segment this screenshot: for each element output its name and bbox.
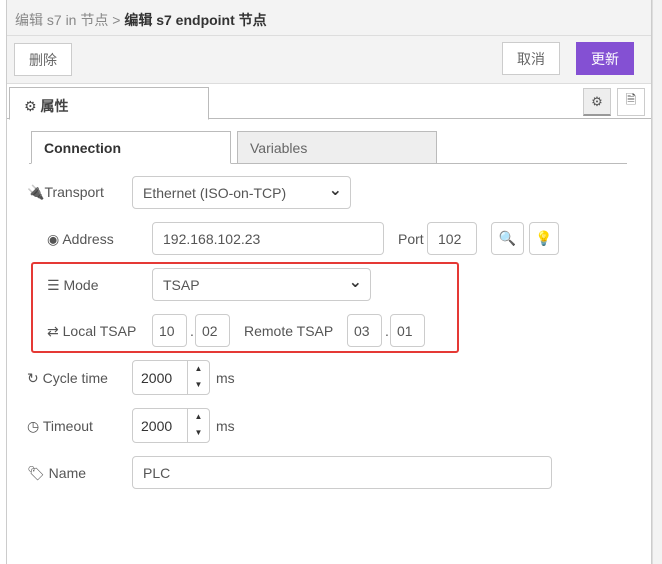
- address-label: ◉ Address: [47, 231, 114, 247]
- toolbar: 删除 取消 更新: [7, 36, 651, 84]
- mode-label: ☰ Mode: [47, 277, 99, 293]
- cycle-unit: ms: [216, 370, 235, 386]
- scrollbar[interactable]: [652, 0, 662, 564]
- port-input[interactable]: 102: [427, 222, 477, 255]
- remote-tsap-2[interactable]: 01: [390, 314, 425, 347]
- description-doc-icon[interactable]: 🗎: [617, 88, 645, 116]
- highlight-box: [31, 262, 459, 353]
- name-input[interactable]: PLC: [132, 456, 552, 489]
- subtabs: Connection Variables: [29, 131, 627, 164]
- exchange-icon: ⇄: [47, 323, 59, 339]
- tab-properties-label: 属性: [40, 98, 69, 114]
- breadcrumb-current: 编辑 s7 endpoint 节点: [124, 12, 267, 28]
- gear-icon: ⚙: [24, 98, 37, 114]
- tag-icon: 🏷: [27, 465, 45, 481]
- sliders-icon: ☰: [47, 277, 60, 293]
- breadcrumb-parent[interactable]: 编辑 s7 in 节点: [15, 12, 109, 28]
- tab-connection[interactable]: Connection: [31, 131, 231, 164]
- transport-select[interactable]: Ethernet (ISO-on-TCP): [132, 176, 351, 209]
- timeout-unit: ms: [216, 418, 235, 434]
- breadcrumb: 编辑 s7 in 节点 > 编辑 s7 endpoint 节点: [7, 0, 651, 36]
- spinner-arrows-icon: ▲ ▼: [187, 409, 209, 442]
- cycle-time-spinner[interactable]: 2000 ▲ ▼: [132, 360, 210, 395]
- name-label: 🏷 Name: [27, 465, 87, 481]
- lightbulb-icon[interactable]: 💡: [529, 222, 559, 255]
- breadcrumb-separator: >: [112, 12, 121, 28]
- refresh-icon: ↻: [27, 370, 39, 386]
- delete-button[interactable]: 删除: [14, 43, 72, 76]
- cycle-time-label: ↻ Cycle time: [27, 370, 108, 386]
- update-button[interactable]: 更新: [576, 42, 634, 75]
- remote-tsap-label: Remote TSAP: [244, 323, 334, 339]
- search-icon[interactable]: 🔍: [491, 222, 524, 255]
- edit-panel: 编辑 s7 in 节点 > 编辑 s7 endpoint 节点 删除 取消 更新…: [6, 0, 652, 564]
- mode-select[interactable]: TSAP: [152, 268, 371, 301]
- local-tsap-2[interactable]: 02: [195, 314, 230, 347]
- port-label: Port: [398, 231, 424, 247]
- clock-icon: ◷: [27, 418, 40, 434]
- settings-gear-icon[interactable]: ⚙: [583, 88, 611, 116]
- tab-properties[interactable]: ⚙ 属性: [9, 87, 209, 120]
- remote-tsap-1[interactable]: 03: [347, 314, 382, 347]
- timeout-label: ◷ Timeout: [27, 418, 93, 434]
- dot: .: [190, 323, 194, 339]
- timeout-spinner[interactable]: 2000 ▲ ▼: [132, 408, 210, 443]
- local-tsap-label: ⇄ Local TSAP: [47, 323, 137, 339]
- transport-label: 🔌Transport: [27, 184, 104, 200]
- cancel-button[interactable]: 取消: [502, 42, 560, 75]
- tab-bar: ⚙ 属性 ⚙ 🗎: [7, 84, 651, 120]
- plug-icon: 🔌: [27, 184, 45, 200]
- spinner-arrows-icon: ▲ ▼: [187, 361, 209, 394]
- local-tsap-1[interactable]: 10: [152, 314, 187, 347]
- dot: .: [385, 323, 389, 339]
- address-input[interactable]: 192.168.102.23: [152, 222, 384, 255]
- globe-icon: ◉: [47, 231, 60, 247]
- tab-variables[interactable]: Variables: [237, 131, 437, 164]
